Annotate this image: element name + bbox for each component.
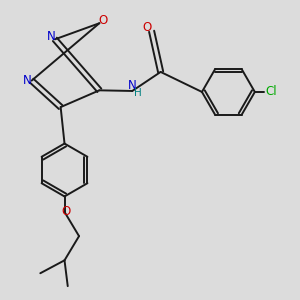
Text: O: O [98,14,107,27]
Text: Cl: Cl [265,85,277,98]
Text: N: N [128,79,136,92]
Text: H: H [134,88,142,98]
Text: N: N [23,74,32,87]
Text: O: O [61,206,71,218]
Text: N: N [46,30,55,43]
Text: O: O [142,21,152,34]
